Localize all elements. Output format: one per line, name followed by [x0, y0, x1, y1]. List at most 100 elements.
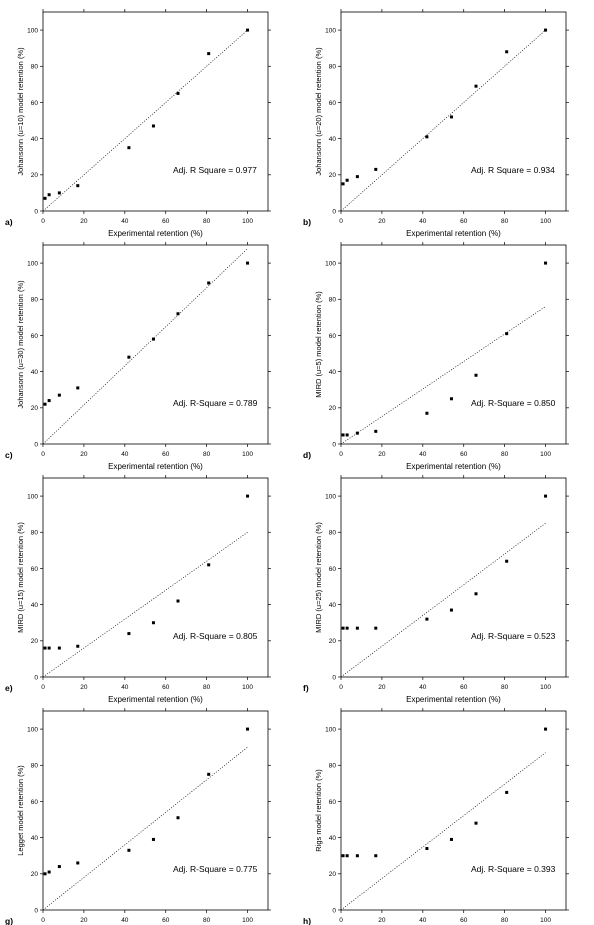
y-tick-label: 40 — [329, 835, 337, 842]
y-tick-label: 100 — [27, 260, 38, 267]
y-tick-label: 60 — [329, 333, 337, 340]
x-tick-label: 80 — [203, 684, 211, 691]
data-point — [449, 397, 453, 401]
plot-frame — [340, 11, 567, 212]
data-point — [246, 261, 250, 265]
y-tick-label: 0 — [34, 674, 38, 681]
y-axis-label: MIRD (u=5) model retention (%) — [314, 291, 323, 398]
r-square-annotation: Adj. R-Square = 0.805 — [173, 631, 258, 641]
x-tick-label: 0 — [41, 917, 45, 924]
data-point — [43, 872, 47, 876]
plot-frame — [42, 244, 269, 445]
x-tick-label: 40 — [121, 218, 129, 225]
x-tick-label: 100 — [242, 218, 253, 225]
data-point — [76, 386, 80, 390]
data-point — [474, 821, 478, 825]
data-point — [207, 281, 211, 285]
data-point — [43, 402, 47, 406]
y-tick-label: 0 — [332, 441, 336, 448]
r-square-annotation: Adj. R Square = 0.977 — [173, 165, 257, 175]
x-tick-label: 60 — [460, 917, 468, 924]
data-point — [449, 115, 453, 119]
data-point — [127, 146, 131, 150]
panel-a: 0 20 40 60 80 100 0 20 40 60 80 100 Adj. R Square = … — [5, 9, 271, 238]
y-tick-label: 100 — [325, 27, 336, 34]
plot-frame — [340, 244, 567, 445]
data-point — [176, 816, 180, 820]
y-tick-label: 60 — [31, 566, 39, 573]
x-tick-label: 80 — [203, 917, 211, 924]
y-tick-label: 0 — [34, 208, 38, 215]
x-tick-label: 60 — [162, 917, 170, 924]
y-tick-label: 80 — [31, 297, 39, 304]
x-tick-label: 20 — [378, 684, 386, 691]
data-point — [505, 50, 509, 54]
y-tick-label: 100 — [27, 27, 38, 34]
data-point — [246, 28, 250, 32]
plot-frame — [42, 477, 269, 678]
y-tick-label: 0 — [34, 441, 38, 448]
panel-letter: g) — [5, 916, 13, 925]
x-tick-label: 20 — [378, 451, 386, 458]
x-tick-label: 60 — [162, 684, 170, 691]
data-point — [76, 184, 80, 188]
y-tick-label: 60 — [31, 100, 39, 107]
y-tick-label: 80 — [31, 530, 39, 537]
y-axis-label: MIRD (u=25) model retention (%) — [314, 522, 323, 633]
fit-line — [340, 522, 546, 678]
data-point — [127, 632, 131, 636]
y-tick-label: 80 — [329, 530, 337, 537]
data-point — [425, 846, 429, 850]
r-square-annotation: Adj. R Square = 0.934 — [471, 165, 555, 175]
x-axis-label: Experimental retention (%) — [108, 229, 203, 238]
data-point — [341, 433, 345, 437]
panel-c: 0 20 40 60 80 100 0 20 40 60 80 100 Adj. R-Square = … — [5, 242, 271, 471]
data-point — [345, 433, 349, 437]
fit-line — [340, 752, 546, 911]
y-tick-label: 40 — [329, 602, 337, 609]
data-point — [76, 861, 80, 865]
y-tick-label: 0 — [332, 907, 336, 914]
data-point — [47, 399, 51, 403]
data-point — [246, 494, 250, 498]
x-tick-label: 80 — [501, 684, 509, 691]
data-point — [57, 393, 61, 397]
data-point — [47, 646, 51, 650]
x-tick-label: 20 — [80, 451, 88, 458]
panel-letter: c) — [5, 450, 13, 460]
y-tick-label: 60 — [329, 100, 337, 107]
x-axis-label: Experimental retention (%) — [108, 695, 203, 704]
x-tick-label: 80 — [203, 218, 211, 225]
data-point — [43, 646, 47, 650]
data-point — [207, 772, 211, 776]
y-tick-label: 20 — [329, 172, 337, 179]
data-point — [57, 191, 61, 195]
panel-g: 0 20 40 60 80 100 0 20 40 60 80 100 Adj. R-Square = … — [5, 708, 271, 925]
x-tick-label: 20 — [80, 218, 88, 225]
r-square-annotation: Adj. R-Square = 0.850 — [471, 398, 556, 408]
data-point — [43, 196, 47, 200]
x-tick-label: 60 — [460, 218, 468, 225]
y-tick-label: 20 — [329, 638, 337, 645]
y-tick-label: 20 — [31, 172, 39, 179]
y-tick-label: 100 — [325, 260, 336, 267]
data-point — [425, 617, 429, 621]
y-tick-label: 60 — [31, 333, 39, 340]
y-tick-label: 40 — [31, 369, 39, 376]
x-tick-label: 0 — [41, 684, 45, 691]
data-point — [341, 854, 345, 858]
data-point — [57, 646, 61, 650]
x-tick-label: 40 — [419, 218, 427, 225]
data-point — [374, 854, 378, 858]
data-point — [505, 332, 509, 336]
data-point — [544, 28, 548, 32]
x-tick-label: 100 — [540, 684, 551, 691]
x-tick-label: 80 — [501, 218, 509, 225]
x-tick-label: 40 — [121, 917, 129, 924]
x-tick-label: 100 — [242, 684, 253, 691]
plot-frame — [340, 477, 567, 678]
x-tick-label: 100 — [242, 451, 253, 458]
y-tick-label: 80 — [329, 763, 337, 770]
x-tick-label: 60 — [460, 684, 468, 691]
